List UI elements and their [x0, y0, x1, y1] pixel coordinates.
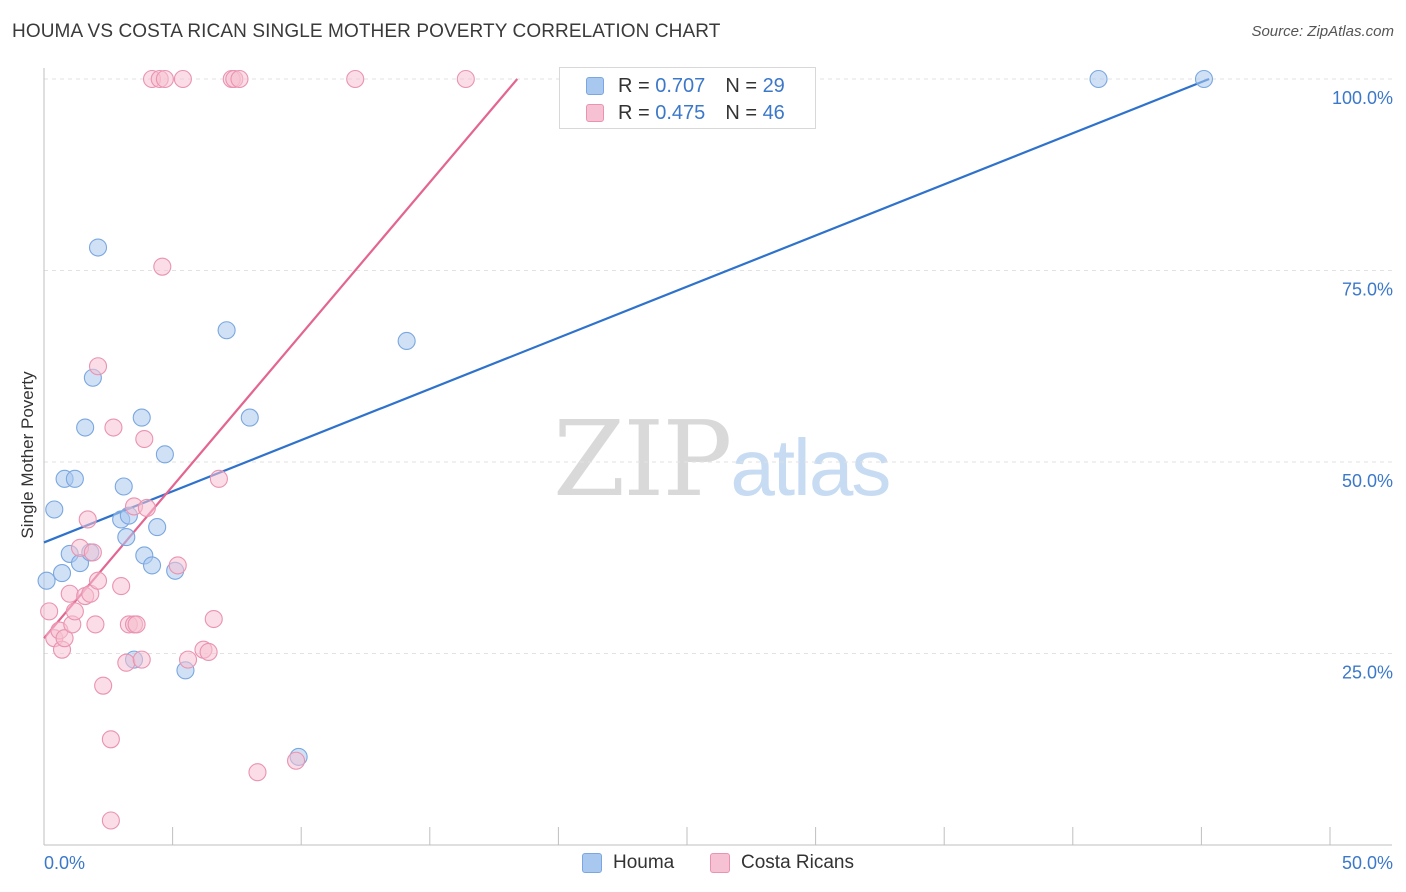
legend-r-value: 0.475 [655, 102, 706, 124]
y-tick-label: 25.0% [1342, 663, 1393, 683]
legend-r-label: R = [618, 75, 656, 97]
data-point [137, 498, 156, 518]
data-point [1194, 69, 1214, 89]
data-point [248, 763, 267, 782]
trend-line [43, 77, 1210, 544]
legend-n-value: 46 [762, 102, 785, 124]
data-point [346, 69, 365, 89]
legend-r-label: R = [618, 102, 656, 124]
data-point [112, 577, 131, 596]
data-point [94, 676, 113, 695]
data-points [37, 69, 1214, 830]
axes [43, 68, 1392, 846]
watermark-atlas: atlas [730, 423, 891, 512]
data-point [101, 730, 120, 749]
data-point [168, 556, 187, 575]
houma-label: Houma [613, 852, 675, 873]
data-point [65, 469, 84, 488]
data-point [127, 615, 146, 634]
data-point [230, 69, 249, 89]
data-point [78, 510, 97, 529]
data-point [155, 69, 174, 89]
data-point [153, 257, 172, 276]
y-tick-label: 75.0% [1342, 280, 1393, 300]
x-tick-label: 0.0% [44, 853, 85, 873]
data-point [76, 418, 95, 437]
legend-n-label: N = [725, 75, 763, 97]
data-point [65, 602, 84, 621]
data-point [178, 650, 198, 669]
data-point [86, 615, 105, 634]
data-point [52, 564, 72, 583]
data-point [60, 584, 79, 603]
data-point [114, 477, 133, 496]
data-point [155, 445, 174, 464]
data-point [456, 69, 475, 89]
data-point [142, 556, 162, 575]
data-point [1089, 69, 1108, 89]
legend-n-value: 29 [762, 75, 785, 97]
y-axis-label: Single Mother Poverty [18, 371, 37, 539]
y-tick-label: 50.0% [1342, 471, 1393, 491]
data-point [287, 751, 306, 770]
trend-lines [43, 77, 1210, 639]
data-point [88, 238, 108, 257]
source-label: Source: ZipAtlas.com [1251, 23, 1394, 40]
data-point [40, 602, 59, 621]
houma-swatch [582, 853, 602, 873]
data-point [132, 650, 151, 669]
data-point [148, 518, 167, 537]
costa-ricans-label: Costa Ricans [741, 852, 854, 873]
data-point [173, 69, 192, 89]
data-point [45, 500, 64, 519]
data-point [217, 321, 236, 340]
data-point [132, 408, 151, 427]
data-point [83, 543, 102, 562]
data-point [117, 653, 136, 672]
watermark: ZIPatlas [553, 398, 891, 520]
trend-line [43, 78, 519, 639]
series-legend: Houma Costa Ricans [0, 852, 1406, 878]
data-point [204, 609, 223, 629]
data-point [199, 642, 218, 662]
data-point [397, 331, 416, 351]
data-point [55, 629, 74, 648]
data-point [135, 429, 154, 449]
legend-n-label: N = [725, 102, 763, 124]
data-point [104, 418, 123, 437]
chart-title: HOUMA VS COSTA RICAN SINGLE MOTHER POVER… [12, 21, 721, 42]
data-point [37, 571, 56, 590]
data-point [117, 528, 136, 547]
data-point [240, 408, 259, 427]
x-tick-label: 50.0% [1342, 853, 1393, 873]
gridlines [44, 78, 1392, 654]
data-point [209, 469, 228, 488]
y-tick-label: 100.0% [1332, 88, 1393, 108]
watermark-zip: ZIP [553, 398, 732, 520]
correlation-legend: R = 0.707 N = 29 R = 0.475 N = 46 [559, 67, 816, 129]
data-point [101, 811, 120, 830]
data-point [88, 571, 108, 590]
legend-swatch-costa-ricans [586, 104, 604, 122]
data-point [88, 357, 108, 376]
legend-r-value: 0.707 [655, 75, 706, 97]
legend-swatch-houma [586, 77, 604, 95]
costa-ricans-swatch [710, 853, 730, 873]
tick-labels: 25.0% 50.0% 75.0% 100.0% 0.0% 50.0% [44, 88, 1393, 873]
